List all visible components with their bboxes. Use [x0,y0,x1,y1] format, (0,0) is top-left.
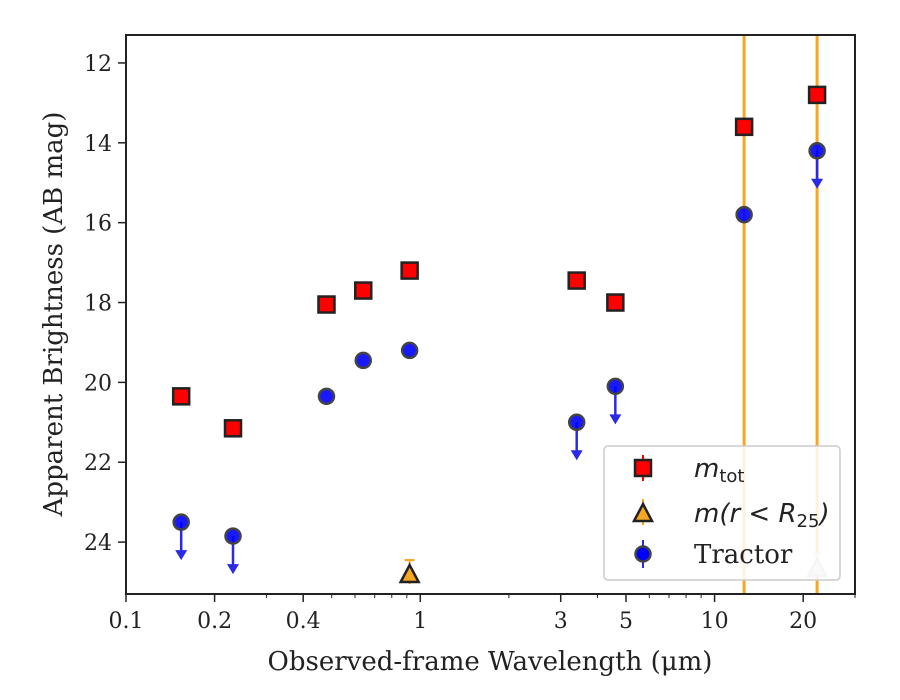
mtot-point-1 [223,419,243,438]
x-tick-label-0: 0.1 [109,609,144,634]
tractor-point-0 [172,513,190,531]
mtot-point-8 [807,85,827,105]
legend-mtot-marker [633,458,653,478]
x-tick-label-7: 20 [789,609,817,634]
plot-frame [125,34,856,595]
y-axis-title: Apparent Brightness (AB mag) [39,112,69,518]
x-tick-label-3: 1 [413,609,427,634]
mtot-point-7 [734,117,754,137]
x-axis-title: Observed-frame Wavelength (μm) [268,647,713,677]
y-tick-label-6: 24 [84,531,112,556]
legend-box [603,445,841,581]
x-tick-label-6: 10 [701,609,729,634]
mtot-point-0 [171,387,191,406]
mtot-point-5 [567,271,586,290]
x-tick-label-4: 3 [554,609,568,634]
y-tick-label-5: 22 [84,451,112,476]
legend-tractor-marker [634,545,652,563]
mtot-point-3 [354,281,373,300]
x-tick-label-5: 5 [619,609,633,634]
tractor-point-7 [735,205,753,224]
data-marks [171,85,829,585]
y-tick-label-1: 14 [84,132,112,157]
tractor-point-6 [606,377,625,396]
legend-tractor-label: Tractor [694,540,793,570]
r25-point-0 [398,559,421,585]
y-tick-label-2: 16 [84,212,112,237]
tractor-point-5 [567,413,586,432]
x-axis: 0.1 0.2 0.4 1 3 5 10 20 [109,594,856,634]
y-tick-label-0: 12 [84,52,112,77]
x-tick-label-1: 0.2 [197,609,232,634]
tractor-point-1 [224,527,242,545]
y-tick-label-3: 18 [84,292,112,317]
y-axis: 12 14 16 18 20 22 24 [84,52,126,556]
mtot-point-2 [317,295,336,314]
legend-r25-label: m(r < R25) [694,499,830,532]
tractor-point-2 [317,387,336,406]
legend-r25-marker [631,501,655,523]
x-tick-label-2: 0.4 [286,609,321,634]
mtot-point-4 [400,261,419,280]
tractor-point-3 [354,351,373,370]
y-tick-label-4: 20 [84,371,112,396]
mtot-point-6 [606,293,625,312]
tractor-point-4 [400,341,419,360]
tractor-point-8 [808,142,826,160]
